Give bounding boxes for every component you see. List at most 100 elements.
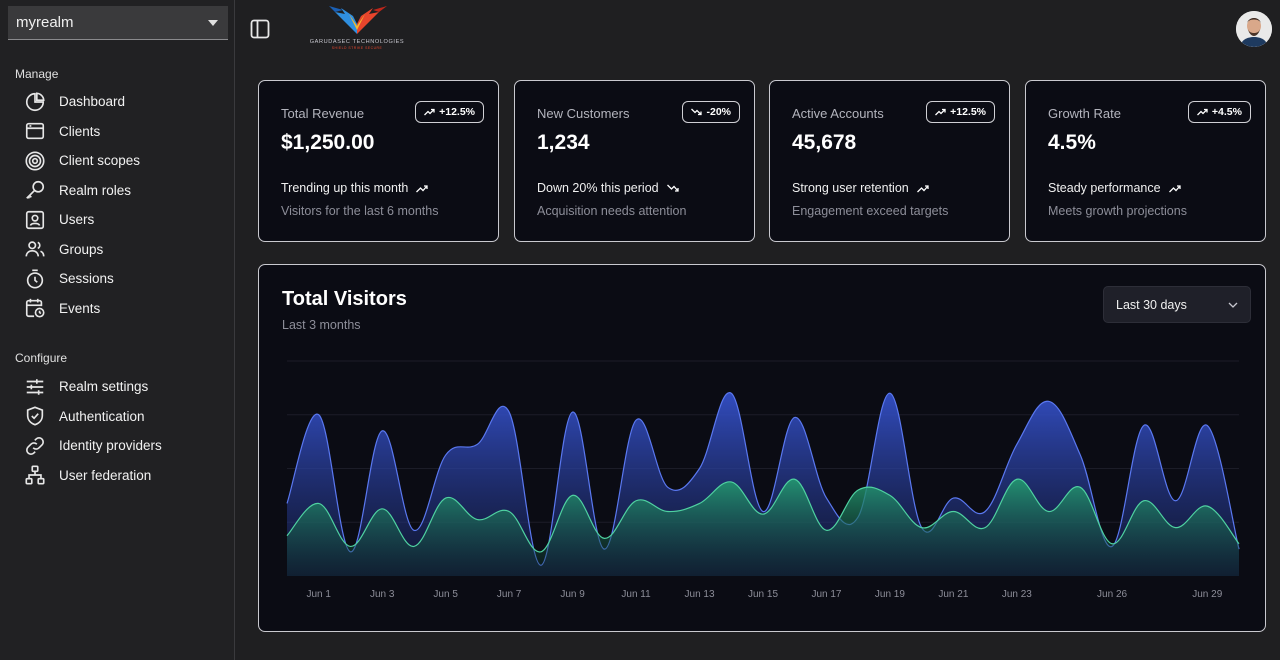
badge-value: +4.5% <box>1211 106 1242 118</box>
avatar-person-icon <box>1236 11 1272 47</box>
x-tick-label: Jun 15 <box>748 589 778 600</box>
x-tick-label: Jun 17 <box>811 589 841 600</box>
card-value: 4.5% <box>1048 131 1096 154</box>
sidebar-item-user-federation[interactable]: User federation <box>24 461 224 491</box>
stat-card-total-revenue: Total Revenue +12.5% $1,250.00 Trending … <box>258 80 499 242</box>
trend-badge: +4.5% <box>1187 101 1251 123</box>
sidebar-item-label: Authentication <box>59 408 145 424</box>
sidebar-toggle-icon[interactable] <box>250 19 270 39</box>
trending-up-icon <box>935 108 946 116</box>
trend-badge: -20% <box>682 101 740 123</box>
stat-card-growth-rate: Growth Rate +4.5% 4.5% Steady performanc… <box>1025 80 1266 242</box>
configure-section-title: Configure <box>15 351 68 365</box>
card-value: $1,250.00 <box>281 131 375 154</box>
trend-badge: +12.5% <box>926 101 995 123</box>
x-tick-label: Jun 19 <box>875 589 905 600</box>
series-line-0 <box>286 392 1240 566</box>
sidebar-item-users[interactable]: Users <box>24 205 224 235</box>
stat-card-new-customers: New Customers -20% 1,234 Down 20% this p… <box>514 80 755 242</box>
manage-section-title: Manage <box>15 67 59 81</box>
sidebar-item-label: Identity providers <box>59 438 162 454</box>
realm-selector[interactable]: myrealm <box>8 6 228 40</box>
target-icon <box>25 151 45 171</box>
time-range-value: Last 30 days <box>1116 297 1187 312</box>
sidebar-item-label: Client scopes <box>59 153 141 169</box>
stopwatch-icon <box>26 269 44 289</box>
trending-up-icon <box>916 184 929 192</box>
x-tick-label: Jun 9 <box>560 589 585 600</box>
card-title: New Customers <box>537 106 630 121</box>
trending-down-icon <box>691 108 703 116</box>
caret-down-icon <box>208 19 218 26</box>
badge-value: -20% <box>706 106 731 118</box>
x-tick-label: Jun 7 <box>497 589 522 600</box>
card-trend: Trending up this month <box>281 181 429 195</box>
window-icon <box>25 123 45 140</box>
sidebar-item-label: Realm roles <box>59 182 132 198</box>
trending-up-icon <box>424 108 435 116</box>
trending-up-icon <box>1168 184 1181 192</box>
configure-nav: Realm settings Authentication Identity p… <box>24 372 224 490</box>
card-trend: Down 20% this period <box>537 181 679 195</box>
sidebar: myrealm Manage Dashboard Clients Client … <box>0 0 235 660</box>
chevron-down-icon <box>1228 302 1238 308</box>
card-title: Active Accounts <box>792 106 884 121</box>
sidebar-item-label: Sessions <box>59 271 114 287</box>
link-icon <box>26 436 44 455</box>
x-tick-label: Jun 3 <box>370 589 395 600</box>
area-chart: Jun 1 Jun 3 Jun 5 Jun 7 Jun 9 Jun 11 Jun 13 Jun… <box>286 360 1240 600</box>
card-subtext: Acquisition needs attention <box>537 204 687 218</box>
trend-text: Strong user retention <box>792 181 909 195</box>
user-avatar[interactable] <box>1236 11 1272 47</box>
network-icon <box>25 465 45 485</box>
sidebar-item-label: Events <box>59 300 101 316</box>
sidebar-item-label: Users <box>59 212 95 228</box>
sidebar-item-client-scopes[interactable]: Client scopes <box>24 146 224 176</box>
logo-name: GARUDASEC TECHNOLOGIES <box>310 39 405 45</box>
calendar-clock-icon <box>25 299 45 318</box>
chart-subtitle: Last 3 months <box>282 318 361 332</box>
sidebar-item-label: User federation <box>59 467 152 483</box>
x-tick-label: Jun 1 <box>306 589 331 600</box>
sidebar-item-dashboard[interactable]: Dashboard <box>24 87 224 117</box>
pie-chart-icon <box>25 92 45 111</box>
series-line-1 <box>286 478 1240 553</box>
total-visitors-chart-card: Total Visitors Last 3 months Last 30 day… <box>258 264 1266 632</box>
trend-text: Trending up this month <box>281 181 409 195</box>
users-icon <box>25 241 45 257</box>
shield-check-icon <box>26 406 44 426</box>
time-range-select[interactable]: Last 30 days <box>1103 286 1251 323</box>
x-tick-label: Jun 29 <box>1192 589 1222 600</box>
sidebar-item-groups[interactable]: Groups <box>24 235 224 265</box>
chart-title: Total Visitors <box>282 288 407 310</box>
trending-up-icon <box>1196 108 1208 116</box>
sidebar-item-label: Dashboard <box>59 94 126 110</box>
garudasec-logo: GARUDASEC TECHNOLOGIES SHIELD STRIKE SEC… <box>310 6 405 50</box>
badge-value: +12.5% <box>439 106 475 118</box>
card-title: Growth Rate <box>1048 106 1121 121</box>
sidebar-item-label: Realm settings <box>59 379 149 395</box>
trend-badge: +12.5% <box>415 101 484 123</box>
sliders-icon <box>26 378 44 395</box>
sidebar-item-events[interactable]: Events <box>24 294 224 324</box>
card-subtext: Visitors for the last 6 months <box>281 204 439 218</box>
card-title: Total Revenue <box>281 106 365 121</box>
sidebar-item-authentication[interactable]: Authentication <box>24 402 224 432</box>
card-subtext: Meets growth projections <box>1048 204 1187 218</box>
x-tick-label: Jun 11 <box>621 589 651 600</box>
logo-tagline: SHIELD STRIKE SECURE <box>332 46 383 50</box>
manage-nav: Dashboard Clients Client scopes Realm ro… <box>24 87 224 323</box>
sidebar-item-identity-providers[interactable]: Identity providers <box>24 431 224 461</box>
x-tick-label: Jun 21 <box>938 589 968 600</box>
trending-up-icon <box>416 184 429 192</box>
sidebar-item-realm-settings[interactable]: Realm settings <box>24 372 224 402</box>
card-subtext: Engagement exceed targets <box>792 204 949 218</box>
user-card-icon <box>25 210 45 229</box>
sidebar-item-realm-roles[interactable]: Realm roles <box>24 176 224 206</box>
x-tick-label: Jun 23 <box>1002 589 1032 600</box>
sidebar-item-clients[interactable]: Clients <box>24 117 224 147</box>
badge-value: +12.5% <box>950 106 986 118</box>
realm-name: myrealm <box>16 14 74 31</box>
sidebar-item-label: Groups <box>59 241 104 257</box>
sidebar-item-sessions[interactable]: Sessions <box>24 264 224 294</box>
